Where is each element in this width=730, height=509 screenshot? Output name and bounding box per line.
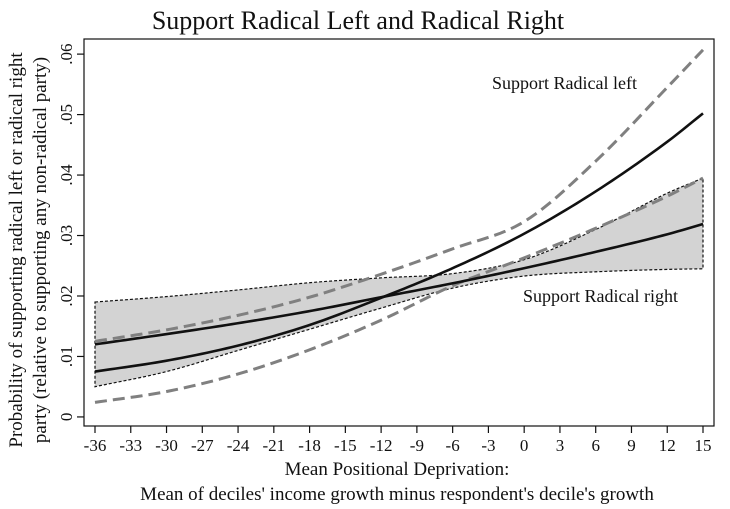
y-tick-label: .01 [57, 346, 76, 367]
x-tick-label: 15 [695, 436, 712, 455]
line-radical-right [94, 222, 704, 346]
x-tick-label: -6 [446, 436, 460, 455]
x-tick-label: -33 [119, 436, 142, 455]
chart-title: Support Radical Left and Radical Right [152, 6, 565, 35]
plot-frame [83, 38, 715, 427]
x-tick-label: -21 [262, 436, 285, 455]
x-tick-label: -15 [334, 436, 357, 455]
x-tick-label: 12 [659, 436, 676, 455]
x-tick-label: -3 [481, 436, 495, 455]
x-tick-label: -24 [227, 436, 250, 455]
x-tick-label: 6 [591, 436, 600, 455]
y-tick-label: .02 [57, 285, 76, 306]
ci-upper-radical-left [94, 48, 705, 343]
y-axis-label-line-2: party (relative to supporting any non-ra… [30, 57, 51, 443]
x-tick-label: -30 [155, 436, 178, 455]
y-tick-label: .05 [57, 104, 76, 125]
y-tick-label: .06 [57, 43, 76, 64]
x-axis-label-line-1: Mean Positional Deprivation: [285, 459, 510, 480]
x-tick-label: -9 [410, 436, 424, 455]
x-tick-label: -12 [370, 436, 393, 455]
x-axis-label-line-2: Mean of deciles' income growth minus res… [140, 484, 654, 505]
x-tick-label: 3 [556, 436, 565, 455]
plot-area [94, 48, 705, 404]
x-tick-label: -36 [84, 436, 107, 455]
axes: -36 -33 -30 -27 -24 -21 -18 -15 -12 -9 -6 -3 0 3 6 9 12 1… [57, 38, 715, 455]
annotation-radical-left: Support Radical left [492, 73, 637, 93]
x-tick-label: 0 [520, 436, 529, 455]
y-tick-label: .03 [57, 225, 76, 246]
x-tick-label: -18 [298, 436, 321, 455]
x-tick-label: -27 [191, 436, 214, 455]
ci-band-radical-right [94, 177, 704, 388]
x-tick-label: 9 [627, 436, 636, 455]
y-tick-label: 0 [57, 413, 76, 422]
y-axis-label-line-1: Probability of supporting radical left o… [6, 52, 27, 448]
y-tick-label: .04 [57, 164, 76, 186]
annotation-radical-right: Support Radical right [523, 286, 678, 306]
line-radical-left [94, 112, 704, 373]
